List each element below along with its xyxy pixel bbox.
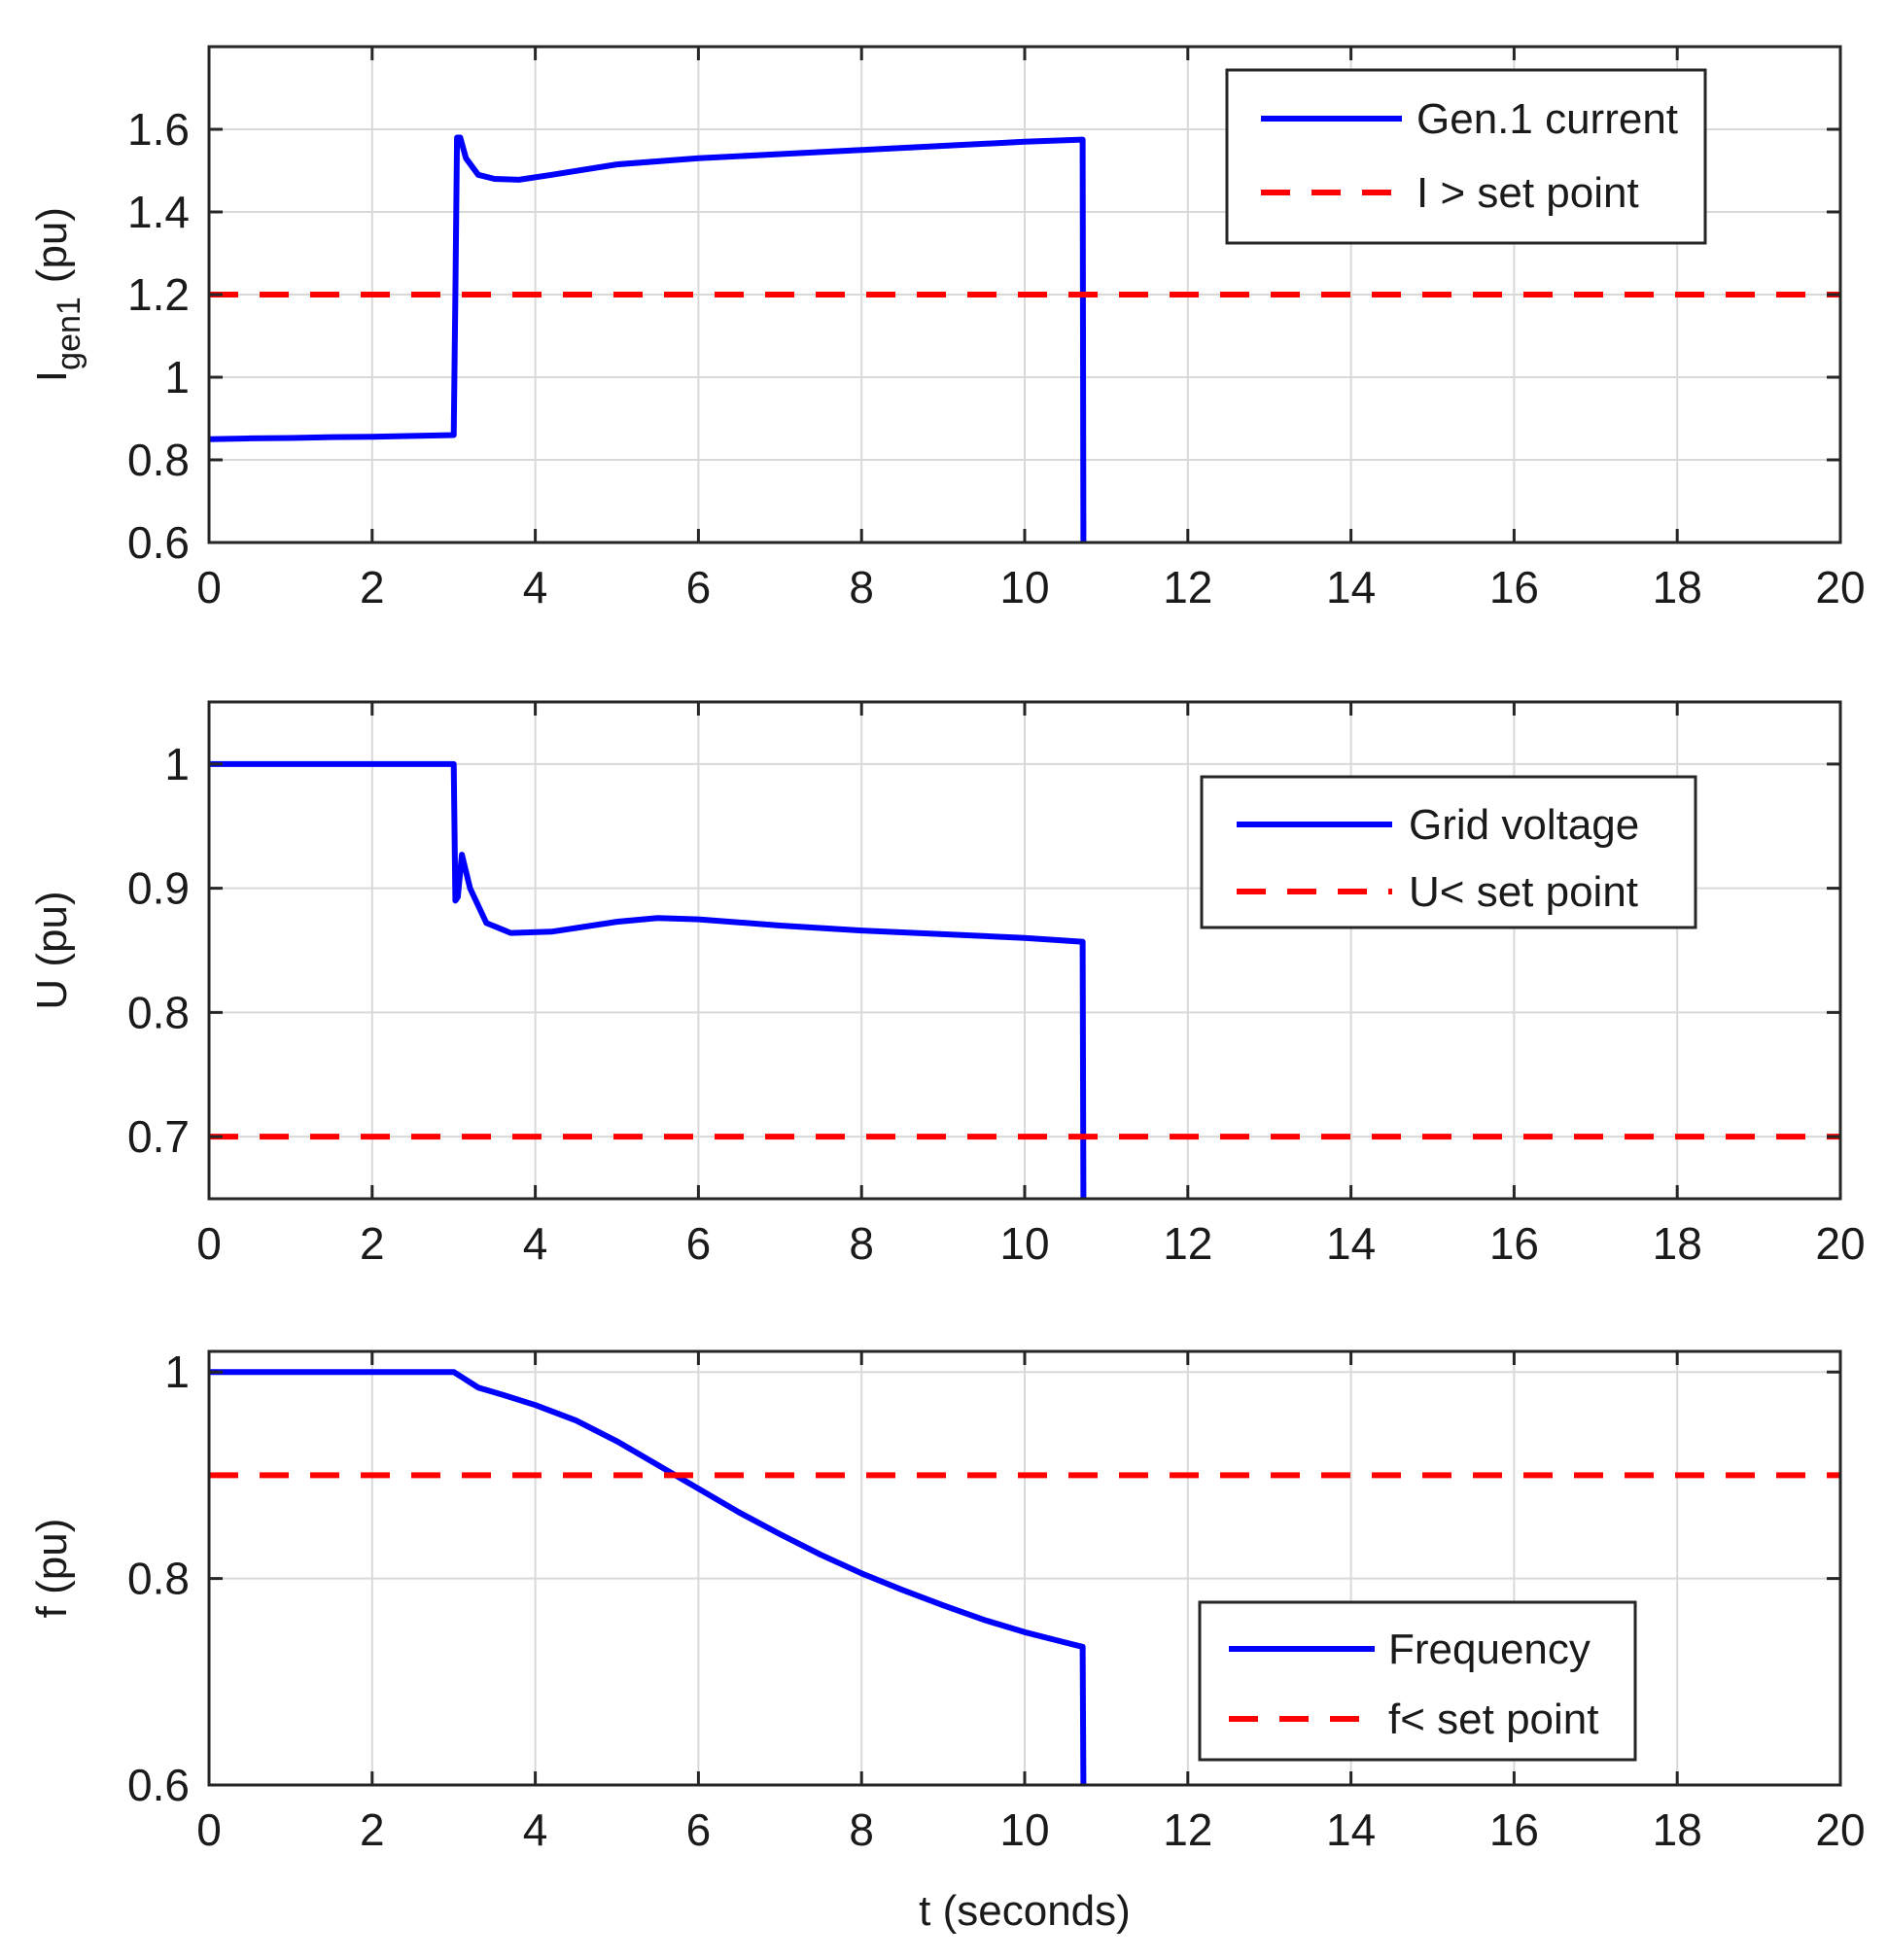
- frequency-subplot: 0 2 4 6 8 10 12 14 16 18 20 0.6 0.8 1 Frequency f< se…: [28, 1347, 1866, 1935]
- current-y-tick-label: 1.4: [127, 187, 190, 237]
- voltage-series-signal-line: [209, 760, 1087, 1199]
- voltage-legend-box: [1200, 775, 1697, 929]
- voltage-x-tick-label: 8: [849, 1218, 874, 1269]
- current-y-axis-label-unit: (pu): [28, 207, 76, 283]
- current-y-tick-label: 1.2: [127, 269, 190, 320]
- voltage-x-tick-label: 18: [1653, 1218, 1702, 1269]
- current-x-tick-label: 8: [849, 562, 874, 612]
- frequency-series-lines: [209, 1369, 1840, 1785]
- voltage-x-tick-label: 12: [1163, 1218, 1212, 1269]
- current-x-tick-label: 0: [196, 562, 222, 612]
- frequency-series-signal-line: [209, 1369, 1087, 1785]
- voltage-x-tick-label: 2: [360, 1218, 385, 1269]
- current-y-axis-label: Igen1 (pu): [28, 207, 87, 382]
- current-legend-box: [1225, 68, 1707, 245]
- current-legend-label-gen1: Gen.1 current: [1416, 95, 1678, 143]
- frequency-legend: Frequency f< set point: [1198, 1600, 1637, 1762]
- frequency-x-tick-label: 16: [1489, 1804, 1539, 1855]
- current-x-tick-label: 10: [999, 562, 1049, 612]
- voltage-legend: Grid voltage U< set point: [1200, 775, 1697, 929]
- current-y-tick-label: 1.6: [127, 104, 190, 155]
- voltage-x-tick-label: 20: [1815, 1218, 1865, 1269]
- current-series-lines: [209, 134, 1840, 542]
- current-x-tick-label: 16: [1489, 562, 1539, 612]
- voltage-legend-label-grid: Grid voltage: [1409, 801, 1639, 849]
- voltage-x-tick-label: 6: [686, 1218, 712, 1269]
- voltage-x-tick-label: 4: [523, 1218, 548, 1269]
- frequency-x-tick-label: 12: [1163, 1804, 1212, 1855]
- frequency-ticks: 0 2 4 6 8 10 12 14 16 18 20 0.6 0.8 1: [127, 1347, 1866, 1855]
- voltage-subplot: 0 2 4 6 8 10 12 14 16 18 20 0.7 0.8 0.9 1 Grid voltage…: [28, 700, 1866, 1269]
- current-y-axis-label-subscript: gen1: [51, 297, 87, 370]
- voltage-y-tick-label: 0.7: [127, 1111, 190, 1162]
- voltage-x-tick-label: 0: [196, 1218, 222, 1269]
- frequency-x-tick-label: 14: [1326, 1804, 1376, 1855]
- current-x-tick-label: 6: [686, 562, 712, 612]
- frequency-x-tick-label: 6: [686, 1804, 712, 1855]
- voltage-x-tick-label: 16: [1489, 1218, 1539, 1269]
- voltage-y-tick-label: 1: [164, 739, 190, 789]
- current-ticks: 0 2 4 6 8 10 12 14 16 18 20 0.6 0.8 1 1.2 1.4 1.6: [127, 47, 1866, 612]
- current-x-tick-label: 18: [1653, 562, 1702, 612]
- time-x-axis-label: t (seconds): [919, 1887, 1131, 1935]
- voltage-series-lines: [209, 760, 1840, 1199]
- voltage-ticks: 0 2 4 6 8 10 12 14 16 18 20 0.7 0.8 0.9 1: [127, 702, 1866, 1269]
- voltage-y-tick-label: 0.8: [127, 987, 190, 1037]
- voltage-y-axis-label: U (pu): [28, 891, 76, 1009]
- frequency-y-tick-label: 0.6: [127, 1760, 190, 1810]
- current-x-tick-label: 14: [1326, 562, 1376, 612]
- voltage-x-tick-label: 10: [999, 1218, 1049, 1269]
- frequency-x-tick-label: 4: [523, 1804, 548, 1855]
- current-y-tick-label: 1: [164, 352, 190, 402]
- voltage-legend-label-setpoint: U< set point: [1409, 868, 1638, 916]
- current-x-tick-label: 4: [523, 562, 548, 612]
- current-y-tick-label: 0.6: [127, 517, 190, 568]
- frequency-x-tick-label: 10: [999, 1804, 1049, 1855]
- current-x-tick-label: 20: [1815, 562, 1865, 612]
- current-subplot: 0 2 4 6 8 10 12 14 16 18 20 0.6 0.8 1 1.2 1.4 1.6 Gen.1 …: [28, 45, 1866, 612]
- frequency-x-tick-label: 8: [849, 1804, 874, 1855]
- current-x-tick-label: 12: [1163, 562, 1212, 612]
- frequency-x-tick-label: 18: [1653, 1804, 1702, 1855]
- current-y-tick-label: 0.8: [127, 435, 190, 485]
- current-legend-label-setpoint: I > set point: [1416, 169, 1639, 217]
- current-x-tick-label: 2: [360, 562, 385, 612]
- current-legend: Gen.1 current I > set point: [1225, 68, 1707, 245]
- frequency-legend-box: [1198, 1600, 1637, 1762]
- current-y-axis-label-main: I: [28, 370, 76, 382]
- frequency-x-tick-label: 20: [1815, 1804, 1865, 1855]
- frequency-legend-label-freq: Frequency: [1388, 1626, 1591, 1673]
- voltage-x-tick-label: 14: [1326, 1218, 1376, 1269]
- current-series-signal-line: [209, 134, 1087, 542]
- frequency-legend-label-setpoint: f< set point: [1388, 1696, 1598, 1743]
- frequency-y-tick-label: 0.8: [127, 1554, 190, 1604]
- frequency-y-tick-label: 1: [164, 1347, 190, 1397]
- voltage-y-tick-label: 0.9: [127, 863, 190, 914]
- frequency-x-tick-label: 0: [196, 1804, 222, 1855]
- frequency-y-axis-label: f (pu): [28, 1519, 76, 1619]
- frequency-x-tick-label: 2: [360, 1804, 385, 1855]
